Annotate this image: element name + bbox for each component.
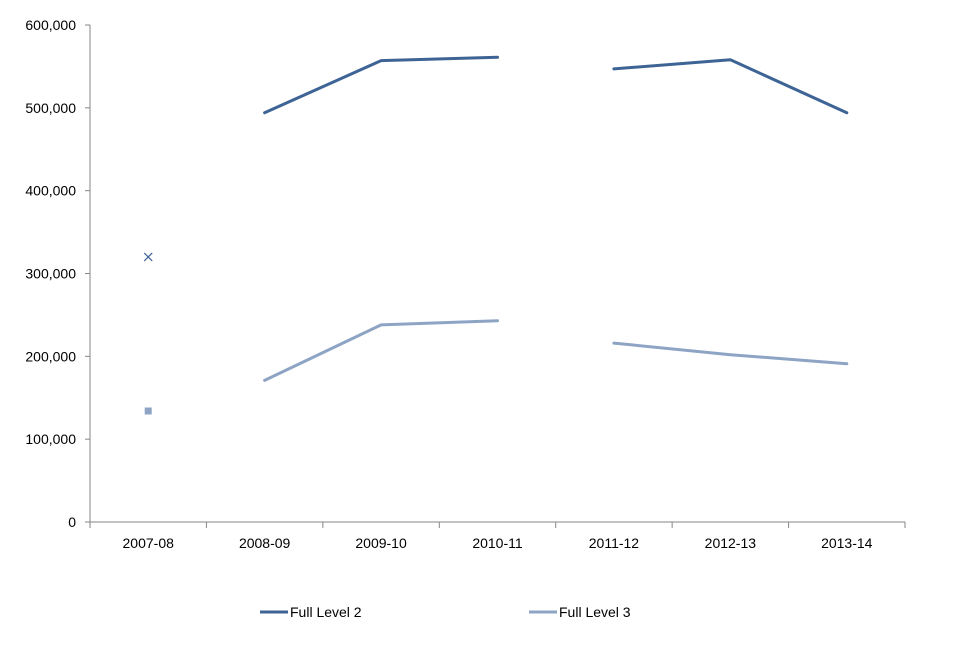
data-point-marker xyxy=(144,407,152,415)
axes xyxy=(85,24,906,528)
series-line-segment xyxy=(612,341,849,366)
x-tick-label: 2007-08 xyxy=(123,535,175,551)
series-lines xyxy=(143,55,849,415)
x-tick-label: 2012-13 xyxy=(705,535,757,551)
y-tick-label: 300,000 xyxy=(25,266,76,282)
series-line-segment xyxy=(612,58,849,115)
legend-item: Full Level 3 xyxy=(529,604,631,620)
data-point-marker xyxy=(143,252,153,262)
legend: Full Level 2 Full Level 3 xyxy=(260,604,631,620)
x-tick-label: 2013-14 xyxy=(821,535,873,551)
series-line-segment xyxy=(263,55,499,115)
series-1 xyxy=(143,55,849,262)
y-tick-label: 200,000 xyxy=(25,348,76,364)
y-tick-label: 500,000 xyxy=(25,100,76,116)
y-tick-label: 0 xyxy=(68,514,76,530)
series-2 xyxy=(144,319,849,415)
legend-label: Full Level 2 xyxy=(290,604,362,620)
tick-labels: 0 100,000 200,000 300,000 400,000 500,000 600,… xyxy=(25,17,872,551)
x-tick-label: 2010-11 xyxy=(472,535,523,551)
legend-item: Full Level 2 xyxy=(260,604,362,620)
x-tick-label: 2008-09 xyxy=(239,535,291,551)
y-tick-label: 100,000 xyxy=(25,431,76,447)
x-tick-label: 2011-12 xyxy=(589,535,640,551)
x-tick-label: 2009-10 xyxy=(355,535,407,551)
series-line-segment xyxy=(263,319,499,382)
y-tick-label: 400,000 xyxy=(25,183,76,199)
y-tick-label: 600,000 xyxy=(25,17,76,33)
legend-label: Full Level 3 xyxy=(559,604,631,620)
